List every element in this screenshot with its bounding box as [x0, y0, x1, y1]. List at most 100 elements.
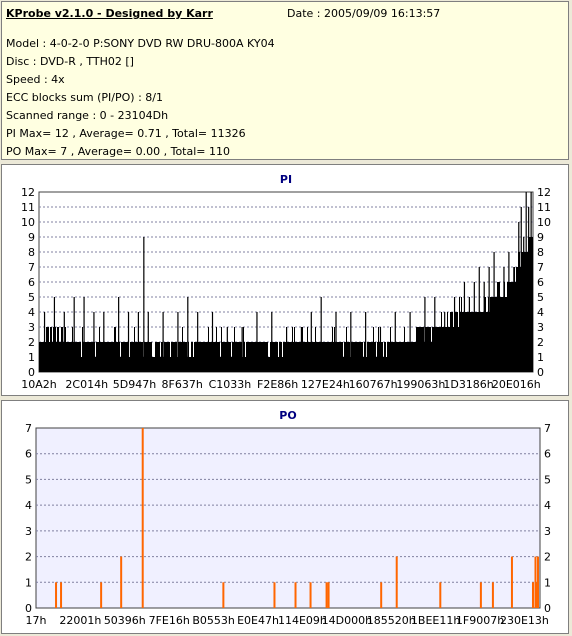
- pi-bar: [438, 327, 439, 372]
- pi-bar: [113, 342, 114, 372]
- pi-bar: [515, 282, 516, 372]
- y-tick-label-left: 11: [21, 201, 35, 214]
- y-tick-label-right: 10: [537, 216, 551, 229]
- pi-bar: [357, 342, 358, 372]
- pi-spike: [241, 327, 243, 372]
- pi-spike: [286, 327, 288, 372]
- pi-bar: [105, 342, 106, 372]
- po-bar: [510, 556, 513, 608]
- pi-bar: [50, 327, 51, 372]
- pi-bar: [318, 342, 319, 372]
- pi-bar: [58, 327, 59, 372]
- pi-bar: [482, 312, 483, 372]
- pi-bar: [218, 342, 219, 372]
- pi-bar: [181, 342, 182, 372]
- x-tick-label: 20E016h: [492, 378, 541, 391]
- pi-bar: [376, 357, 377, 372]
- pi-bar: [472, 312, 473, 372]
- pi-bar: [196, 342, 197, 372]
- pi-bar: [55, 327, 56, 372]
- pi-bar: [435, 327, 436, 372]
- pi-bar: [232, 342, 233, 372]
- pi-bar: [268, 357, 269, 372]
- po-bar: [222, 582, 225, 608]
- po-bar: [380, 582, 383, 608]
- pi-bar: [205, 342, 206, 372]
- pi-bar: [183, 342, 184, 372]
- pi-spike: [187, 297, 189, 372]
- x-tick-label: 7FE16h: [149, 614, 190, 627]
- pi-bar: [329, 342, 330, 372]
- pi-bar: [485, 297, 486, 372]
- pi-bar: [201, 342, 202, 372]
- pi-bar: [56, 342, 57, 372]
- pi-spike: [478, 267, 480, 372]
- pi-bar: [213, 342, 214, 372]
- pi-bar: [328, 342, 329, 372]
- pi-bar: [390, 327, 391, 372]
- pi-bar: [369, 342, 370, 372]
- pi-bar: [462, 312, 463, 372]
- pi-spike: [508, 252, 510, 372]
- pi-bar: [308, 342, 309, 372]
- pi-spike: [147, 312, 149, 372]
- pi-bar: [179, 342, 180, 372]
- x-tick-label: 22001h: [59, 614, 101, 627]
- pi-spike: [226, 327, 228, 372]
- pi-bar: [296, 342, 297, 372]
- pi-spike: [528, 207, 530, 372]
- pi-bar: [368, 342, 369, 372]
- pi-bar: [334, 327, 335, 372]
- pi-bar: [362, 342, 363, 372]
- pi-bar: [277, 342, 278, 372]
- pi-spike: [444, 312, 446, 372]
- pi-bar: [300, 342, 301, 372]
- pi-bar: [130, 342, 131, 372]
- pi-bar: [220, 357, 221, 372]
- pi-spike: [83, 297, 85, 372]
- pi-bar: [60, 342, 61, 372]
- pi-bar: [233, 342, 234, 372]
- y-tick-label-right: 2: [544, 551, 551, 564]
- pi-bar: [211, 342, 212, 372]
- pi-bar: [71, 342, 72, 372]
- pi-bar: [352, 342, 353, 372]
- pi-bar: [366, 357, 367, 372]
- pi-bar: [253, 342, 254, 372]
- pi-bar: [158, 342, 159, 372]
- pi-bar: [276, 342, 277, 372]
- pi-bar: [243, 327, 244, 372]
- pi-bar: [204, 342, 205, 372]
- pi-bar: [361, 342, 362, 372]
- pi-bar: [426, 327, 427, 372]
- pi-bar: [273, 342, 274, 372]
- x-tick-label: 5D947h: [113, 378, 156, 391]
- pi-bar: [264, 342, 265, 372]
- pi-spike: [320, 297, 322, 372]
- pi-bar: [281, 342, 282, 372]
- y-tick-label-right: 0: [544, 602, 551, 615]
- po-bar: [141, 428, 144, 608]
- pi-bar: [166, 342, 167, 372]
- pi-bar: [193, 357, 194, 372]
- pi-bar: [375, 342, 376, 372]
- pi-bar: [470, 312, 471, 372]
- pi-bar: [151, 342, 152, 372]
- pi-bar: [52, 342, 53, 372]
- pi-bar: [478, 312, 479, 372]
- pi-bar: [289, 342, 290, 372]
- pi-bar: [450, 312, 451, 372]
- y-tick-label-right: 2: [537, 336, 544, 349]
- pi-spike: [335, 312, 337, 372]
- pi-bar: [161, 342, 162, 372]
- pi-bar: [448, 327, 449, 372]
- pi-bar: [111, 342, 112, 372]
- pi-bar: [383, 357, 384, 372]
- pi-bar: [305, 342, 306, 372]
- chart-title: PO: [279, 409, 296, 422]
- pi-bar: [199, 342, 200, 372]
- po-chart-panel: PO 0 0 1 1 2 2 3 3 4 4 5 5 6 6 7 7 17h 22001h 50396h 7FE16h B…: [1, 400, 569, 634]
- pi-bar: [270, 342, 271, 372]
- pi-bar: [332, 327, 333, 372]
- pi-bar: [468, 312, 469, 372]
